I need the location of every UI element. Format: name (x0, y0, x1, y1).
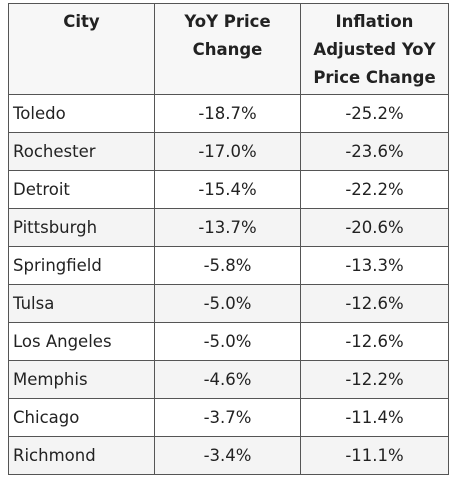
yoy-cell: -17.0% (154, 132, 301, 171)
table-row: Richmond -3.4% -11.1% (8, 436, 449, 475)
adjusted-cell: -11.4% (300, 398, 449, 437)
city-cell: Rochester (8, 132, 155, 171)
adjusted-cell: -12.6% (300, 284, 449, 323)
yoy-cell: -5.0% (154, 284, 301, 323)
adjusted-cell: -25.2% (300, 94, 449, 133)
city-cell: Los Angeles (8, 322, 155, 361)
city-cell: Springfield (8, 246, 155, 285)
table-row: Pittsburgh -13.7% -20.6% (8, 208, 449, 247)
table-row: Los Angeles -5.0% -12.6% (8, 322, 449, 361)
price-change-table-container: City YoY Price Change Inflation Adjusted… (8, 3, 449, 475)
adjusted-cell: -20.6% (300, 208, 449, 247)
city-cell: Memphis (8, 360, 155, 399)
city-cell: Toledo (8, 94, 155, 133)
header-inflation-adjusted-yoy-price-change: Inflation Adjusted YoY Price Change (300, 3, 449, 95)
table-row: Toledo -18.7% -25.2% (8, 94, 449, 133)
price-change-table: City YoY Price Change Inflation Adjusted… (8, 3, 449, 475)
header-yoy-price-change: YoY Price Change (154, 3, 301, 95)
yoy-cell: -15.4% (154, 170, 301, 209)
yoy-cell: -4.6% (154, 360, 301, 399)
city-cell: Detroit (8, 170, 155, 209)
yoy-cell: -3.4% (154, 436, 301, 475)
city-cell: Pittsburgh (8, 208, 155, 247)
table-row: Springfield -5.8% -13.3% (8, 246, 449, 285)
adjusted-cell: -23.6% (300, 132, 449, 171)
yoy-cell: -5.8% (154, 246, 301, 285)
adjusted-cell: -11.1% (300, 436, 449, 475)
adjusted-cell: -13.3% (300, 246, 449, 285)
yoy-cell: -13.7% (154, 208, 301, 247)
adjusted-cell: -12.2% (300, 360, 449, 399)
city-cell: Chicago (8, 398, 155, 437)
city-cell: Tulsa (8, 284, 155, 323)
table-header-row: City YoY Price Change Inflation Adjusted… (8, 3, 449, 95)
table-row: Rochester -17.0% -23.6% (8, 132, 449, 171)
adjusted-cell: -12.6% (300, 322, 449, 361)
table-row: Memphis -4.6% -12.2% (8, 360, 449, 399)
yoy-cell: -3.7% (154, 398, 301, 437)
table-row: Detroit -15.4% -22.2% (8, 170, 449, 209)
yoy-cell: -5.0% (154, 322, 301, 361)
city-cell: Richmond (8, 436, 155, 475)
adjusted-cell: -22.2% (300, 170, 449, 209)
header-city: City (8, 3, 155, 95)
yoy-cell: -18.7% (154, 94, 301, 133)
table-row: Tulsa -5.0% -12.6% (8, 284, 449, 323)
table-row: Chicago -3.7% -11.4% (8, 398, 449, 437)
